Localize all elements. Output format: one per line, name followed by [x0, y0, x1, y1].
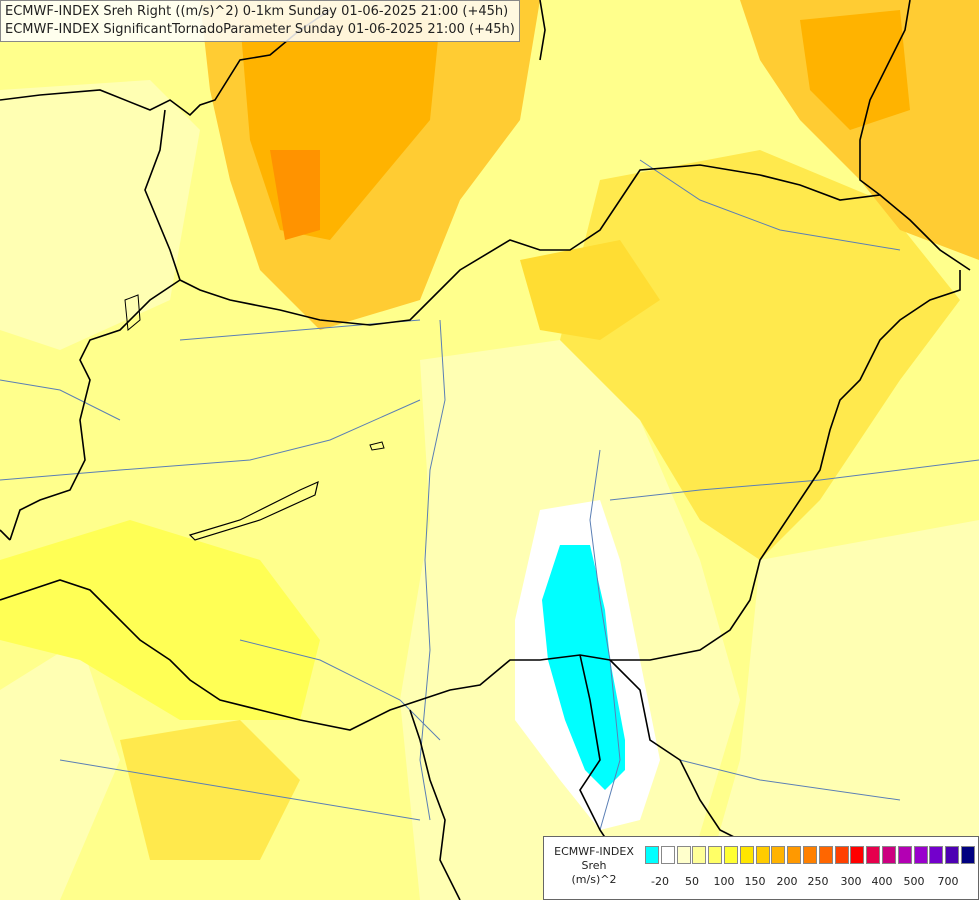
- legend-swatch: [834, 846, 849, 864]
- legend-label: ECMWF-INDEX Sreh (m/s)^2: [548, 845, 640, 887]
- field-yellow-west: [0, 520, 320, 720]
- legend-swatch: [897, 846, 912, 864]
- legend-swatch: [645, 846, 659, 864]
- legend-tick: 300: [840, 875, 862, 888]
- field-yellow-east: [560, 150, 960, 560]
- legend-swatch: [771, 846, 786, 864]
- legend-tick: 500: [903, 875, 925, 888]
- legend-swatch: [818, 846, 833, 864]
- legend-tick: 150: [744, 875, 766, 888]
- field-darkorange-core: [270, 150, 320, 240]
- field-pale-west: [0, 80, 200, 350]
- map-title: ECMWF-INDEX Sreh Right ((m/s)^2) 0-1km S…: [0, 0, 520, 42]
- field-pale-southwest: [0, 640, 120, 900]
- title-line-1: ECMWF-INDEX Sreh Right ((m/s)^2) 0-1km S…: [5, 4, 509, 19]
- legend-swatch: [724, 846, 738, 864]
- legend-tick: 250: [807, 875, 829, 888]
- legend-swatch: [850, 846, 865, 864]
- legend-tick: 50: [685, 875, 699, 888]
- field-yellow-southwest: [120, 720, 300, 860]
- legend-swatch: [676, 846, 691, 864]
- legend-swatch: [803, 846, 817, 864]
- legend-swatch: [866, 846, 881, 864]
- legend-swatch: [945, 846, 960, 864]
- legend-swatch: [755, 846, 770, 864]
- lake-neusiedl: [124, 294, 141, 331]
- legend-label-line-2: Sreh: [581, 859, 607, 872]
- legend-swatch: [708, 846, 723, 864]
- legend-label-line-3: (m/s)^2: [571, 873, 617, 886]
- legend-swatch: [739, 846, 754, 864]
- legend-tick: 400: [871, 875, 893, 888]
- lake-velence: [369, 441, 385, 451]
- color-legend: ECMWF-INDEX Sreh (m/s)^2 -20 50 100 150 200 2…: [543, 836, 979, 900]
- legend-swatch: [660, 846, 675, 864]
- field-yellow-northcentral: [520, 240, 660, 340]
- legend-label-line-1: ECMWF-INDEX: [554, 845, 634, 858]
- legend-tick: 200: [776, 875, 798, 888]
- legend-swatch: [882, 846, 896, 864]
- legend-swatch: [692, 846, 707, 864]
- legend-swatch: [961, 846, 975, 864]
- title-line-2: ECMWF-INDEX SignificantTornadoParameter …: [5, 22, 515, 37]
- legend-tick: 700: [937, 875, 959, 888]
- field-orange-northeast: [740, 0, 979, 260]
- lake-balaton: [188, 480, 319, 541]
- legend-swatch: [787, 846, 802, 864]
- rivers: [0, 159, 979, 831]
- field-orange-northeast-core: [800, 10, 910, 130]
- legend-tick: -20: [651, 875, 669, 888]
- legend-swatch: [929, 846, 944, 864]
- field-pale-southeast: [700, 520, 979, 900]
- legend-swatch: [913, 846, 928, 864]
- legend-tick: 100: [713, 875, 735, 888]
